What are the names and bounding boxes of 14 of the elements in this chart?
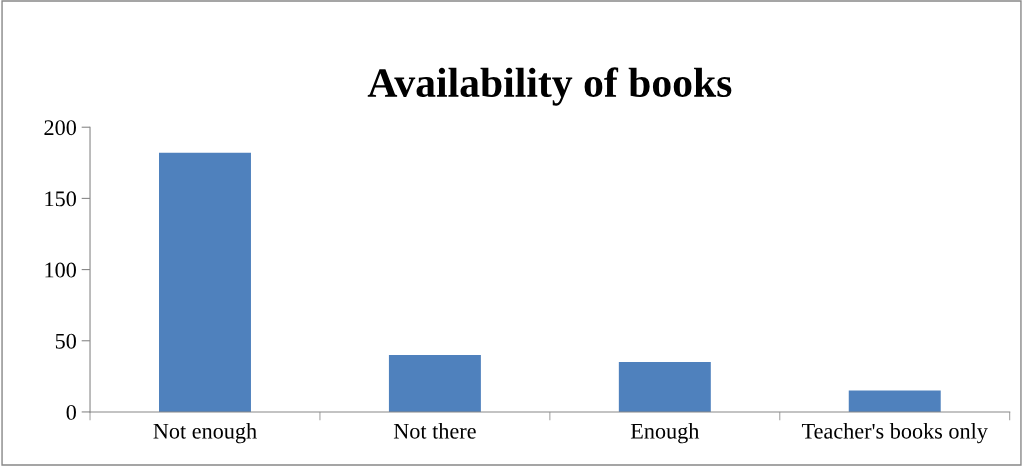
- x-tick-label: Enough: [630, 423, 700, 444]
- y-tick-label: 50: [55, 333, 76, 349]
- bar: [388, 355, 481, 412]
- y-tick-label: 0: [66, 404, 76, 420]
- bar: [618, 362, 711, 412]
- y-tick-label: 150: [45, 191, 76, 207]
- y-tick-label: 100: [45, 262, 76, 278]
- bar: [848, 390, 941, 412]
- x-tick-label: Teacher's books only: [801, 423, 988, 444]
- chart-title: Availability of books: [367, 67, 732, 106]
- y-tick-label: 200: [44, 120, 76, 136]
- bar: [159, 152, 251, 412]
- x-tick-label: Not there: [393, 423, 476, 439]
- x-tick-label: Not enough: [153, 423, 257, 444]
